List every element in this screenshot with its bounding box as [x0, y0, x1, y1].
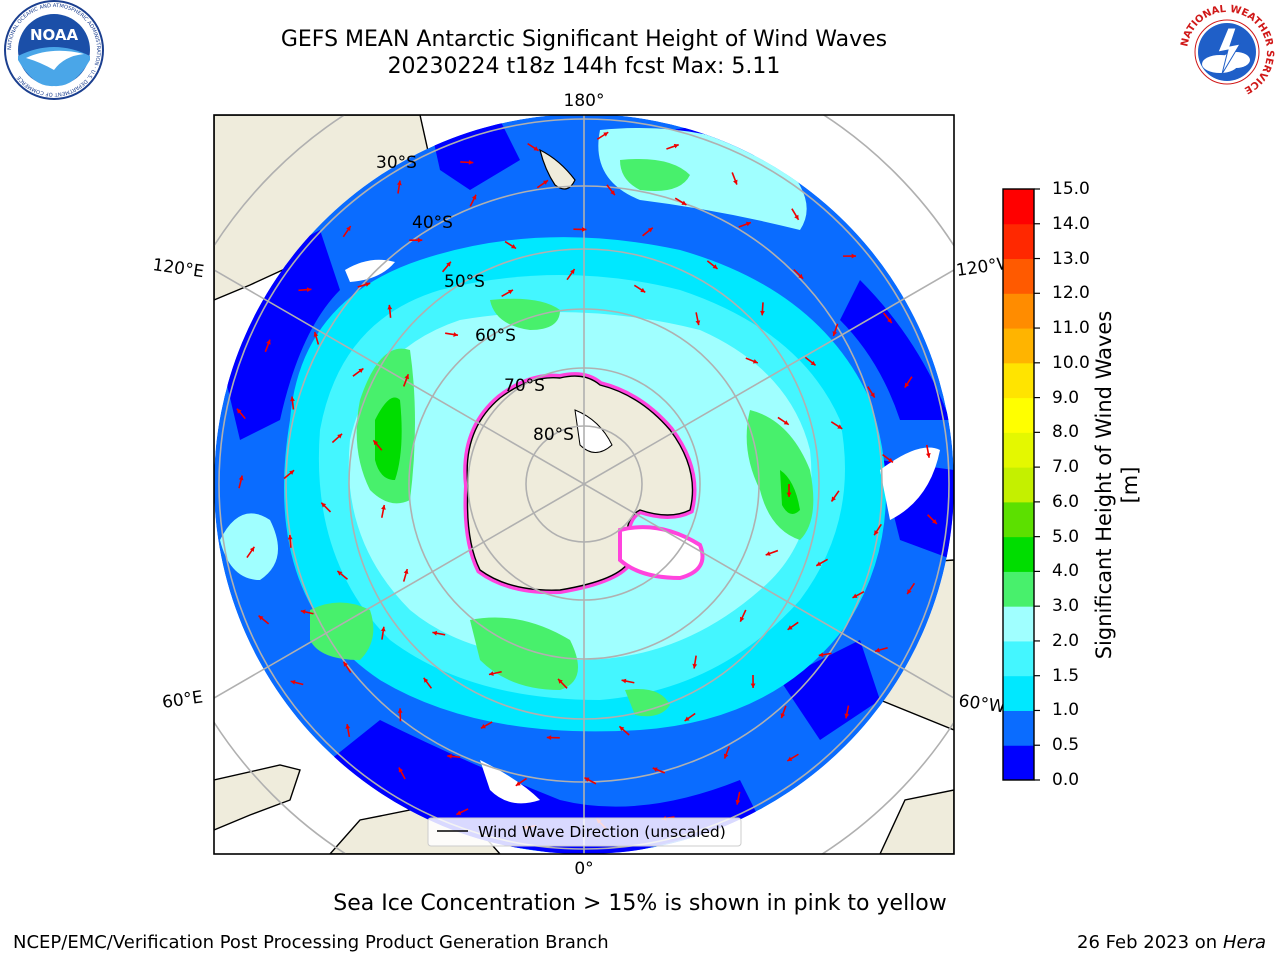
colorbar-swatch: [1003, 710, 1034, 746]
footer-date: 26 Feb 2023 on Hera: [1077, 932, 1266, 953]
lon-label-60w: 60°W: [957, 691, 1006, 717]
graticule: [214, 115, 954, 854]
colorbar-tick-label: 4.0: [1052, 561, 1080, 582]
nws-logo-icon: NATIONAL WEATHER SERVICE: [1178, 4, 1276, 104]
colorbar-tick-label: 1.5: [1052, 665, 1080, 686]
colorbar-swatch: [1003, 467, 1034, 503]
colorbar-tick-label: 3.0: [1052, 596, 1080, 617]
colorbar-swatch: [1003, 675, 1034, 711]
colorbar: [1002, 188, 1040, 781]
colorbar-swatch: [1003, 571, 1034, 607]
lat-label-60s: 60°S: [475, 326, 516, 346]
lat-label-50s: 50°S: [444, 272, 485, 292]
colorbar-tick-label: 14.0: [1052, 213, 1090, 234]
colorbar-tick-label: 6.0: [1052, 491, 1080, 512]
colorbar-swatch: [1003, 606, 1034, 642]
colorbar-swatch: [1003, 536, 1034, 572]
colorbar-swatch: [1003, 328, 1034, 364]
colorbar-tick-label: 11.0: [1052, 318, 1090, 339]
sea-ice-note: Sea Ice Concentration > 15% is shown in …: [333, 891, 947, 916]
colorbar-tick-label: 5.0: [1052, 526, 1080, 547]
lon-label-120e: 120°E: [151, 255, 205, 282]
lon-label-60e: 60°E: [161, 687, 204, 712]
chart-title: GEFS MEAN Antarctic Significant Height o…: [280, 27, 888, 52]
chart-subtitle: 20230224 t18z 144h fcst Max: 5.11: [387, 54, 781, 79]
colorbar-tick-label: 13.0: [1052, 248, 1090, 269]
svg-text:NOAA: NOAA: [30, 26, 79, 44]
colorbar-tick-label: 10.0: [1052, 352, 1090, 373]
lon-label-0: 0°: [574, 859, 593, 879]
colorbar-label: Significant Height of Wind Waves [m]: [1092, 310, 1142, 660]
latitude-labels: 30°S 40°S 50°S 60°S 70°S 80°S: [376, 153, 574, 445]
colorbar-tick-label: 15.0: [1052, 179, 1090, 199]
colorbar-swatch: [1003, 223, 1034, 260]
colorbar-tick-label: 7.0: [1052, 457, 1080, 478]
arrow-legend: Wind Wave Direction (unscaled): [427, 817, 742, 847]
svg-text:Wind Wave Direction (unscaled): Wind Wave Direction (unscaled): [478, 823, 726, 841]
colorbar-tick-label: 8.0: [1052, 422, 1080, 443]
colorbar-tick-label: 1.0: [1052, 700, 1080, 721]
colorbar-swatch: [1003, 397, 1034, 433]
colorbar-tick-label: 0.0: [1052, 770, 1080, 790]
noaa-logo-icon: NOAA NATIONAL OCEANIC AND ATMOSPHERIC AD…: [4, 0, 104, 104]
lat-label-30s: 30°S: [376, 153, 417, 173]
footer-credit: NCEP/EMC/Verification Post Processing Pr…: [13, 932, 609, 953]
colorbar-tick-label: 12.0: [1052, 283, 1090, 304]
lon-label-180: 180°: [564, 91, 605, 111]
colorbar-swatch: [1003, 293, 1034, 329]
new-zealand: [539, 148, 576, 190]
antarctica: [463, 372, 705, 595]
colorbar-swatch: [1003, 189, 1034, 225]
colorbar-swatch: [1003, 501, 1034, 538]
lat-label-40s: 40°S: [412, 213, 453, 233]
colorbar-swatch: [1003, 258, 1034, 294]
colorbar-tick-label: 2.0: [1052, 630, 1080, 651]
colorbar-swatch: [1003, 745, 1034, 781]
colorbar-swatch: [1003, 362, 1034, 399]
colorbar-tick-label: 0.5: [1052, 735, 1080, 756]
colorbar-swatch: [1003, 640, 1034, 677]
lat-label-80s: 80°S: [533, 425, 574, 445]
colorbar-swatch: [1003, 432, 1034, 468]
colorbar-tick-label: 9.0: [1052, 387, 1080, 408]
lat-label-70s: 70°S: [504, 376, 545, 396]
